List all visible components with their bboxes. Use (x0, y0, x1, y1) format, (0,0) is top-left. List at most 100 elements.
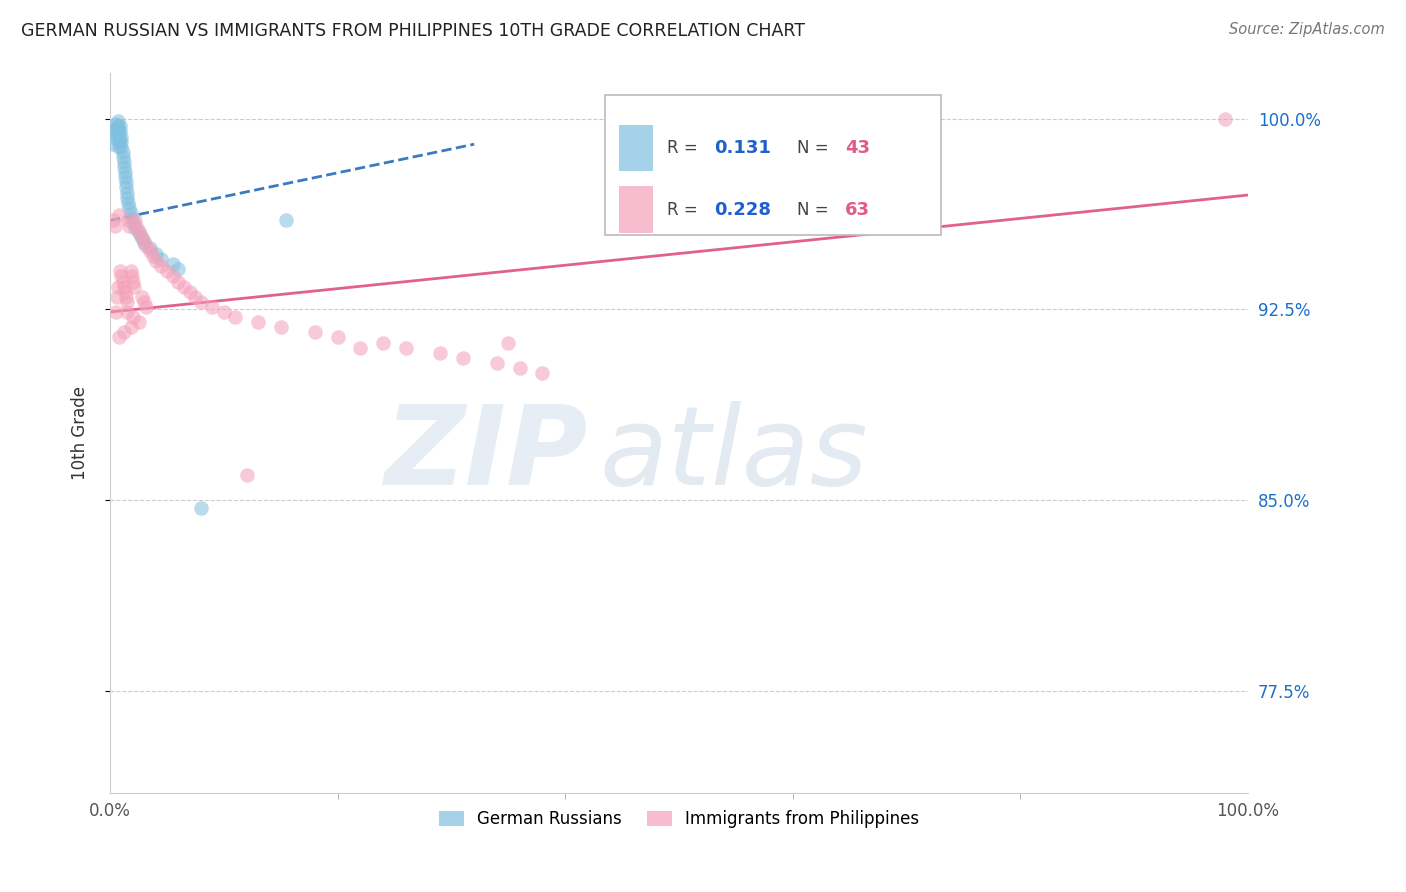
Point (107, 114, 129, 128)
Point (498, 335, 520, 350)
Point (117, 195, 139, 210)
Text: R =: R = (666, 201, 703, 219)
Point (212, 305, 235, 319)
Point (156, 264, 179, 278)
Point (110, 135, 132, 149)
Legend: German Russians, Immigrants from Philippines: German Russians, Immigrants from Philipp… (432, 804, 927, 835)
Point (107, 124, 129, 138)
Point (108, 135, 131, 149)
Point (429, 345, 451, 359)
Point (115, 191, 138, 205)
Point (120, 320, 142, 334)
Bar (619, 186, 652, 233)
Point (235, 467, 257, 482)
Point (110, 269, 132, 284)
Text: Source: ZipAtlas.com: Source: ZipAtlas.com (1229, 22, 1385, 37)
FancyBboxPatch shape (605, 95, 941, 235)
Point (125, 219, 148, 233)
Point (115, 186, 138, 200)
Text: 0.131: 0.131 (714, 139, 770, 157)
Point (115, 305, 138, 319)
Point (451, 351, 474, 365)
Y-axis label: 10th Grade: 10th Grade (72, 386, 89, 480)
Text: R =: R = (666, 139, 703, 157)
Point (111, 150, 134, 164)
Point (131, 290, 153, 304)
Point (190, 294, 212, 309)
Point (107, 279, 129, 293)
Point (105, 127, 128, 141)
Point (115, 175, 138, 189)
Point (104, 219, 127, 233)
Point (114, 285, 136, 299)
Point (373, 335, 395, 350)
Point (105, 290, 128, 304)
Point (111, 145, 134, 159)
Point (167, 275, 190, 289)
Point (110, 264, 132, 278)
Point (270, 320, 292, 334)
Point (142, 249, 165, 263)
Point (104, 124, 127, 138)
Text: 63: 63 (845, 201, 870, 219)
Point (129, 228, 152, 243)
Bar (619, 125, 652, 171)
Point (121, 211, 143, 225)
Point (184, 290, 207, 304)
Text: GERMAN RUSSIAN VS IMMIGRANTS FROM PHILIPPINES 10TH GRADE CORRELATION CHART: GERMAN RUSSIAN VS IMMIGRANTS FROM PHILIP… (21, 22, 806, 40)
Point (135, 300, 157, 314)
Point (190, 500, 212, 515)
Point (1213, 112, 1236, 126)
Point (128, 315, 150, 329)
Point (131, 231, 153, 245)
Point (118, 219, 141, 233)
Point (107, 120, 129, 134)
Point (162, 257, 184, 271)
Point (110, 124, 132, 138)
Point (108, 129, 131, 144)
Text: atlas: atlas (599, 401, 868, 508)
Point (139, 244, 162, 258)
Point (167, 261, 190, 276)
Point (114, 165, 136, 179)
Point (145, 254, 167, 268)
Point (124, 213, 146, 227)
Point (112, 155, 135, 169)
Point (111, 275, 134, 289)
Point (115, 180, 138, 194)
Point (120, 206, 142, 220)
Point (108, 208, 131, 222)
Text: ZIP: ZIP (384, 401, 588, 508)
Point (162, 269, 184, 284)
Point (112, 279, 135, 293)
Point (395, 341, 418, 355)
Point (118, 201, 141, 215)
Point (485, 356, 508, 370)
Point (326, 330, 349, 344)
Point (173, 279, 195, 293)
Point (179, 285, 201, 299)
Point (509, 361, 531, 376)
Point (128, 226, 150, 240)
Point (115, 290, 138, 304)
Text: 43: 43 (845, 139, 870, 157)
Point (145, 246, 167, 260)
Point (108, 139, 131, 153)
Point (110, 120, 132, 134)
Text: N =: N = (797, 139, 834, 157)
Point (103, 137, 125, 152)
Point (112, 160, 135, 174)
Point (134, 234, 156, 248)
Point (121, 275, 143, 289)
Point (110, 139, 132, 153)
Point (304, 326, 326, 340)
Point (110, 129, 132, 144)
Point (120, 264, 142, 278)
Text: 0.228: 0.228 (714, 201, 772, 219)
Point (349, 341, 371, 355)
Point (117, 213, 139, 227)
Point (105, 132, 128, 146)
Point (531, 366, 554, 380)
Point (276, 213, 298, 227)
Point (121, 310, 143, 325)
